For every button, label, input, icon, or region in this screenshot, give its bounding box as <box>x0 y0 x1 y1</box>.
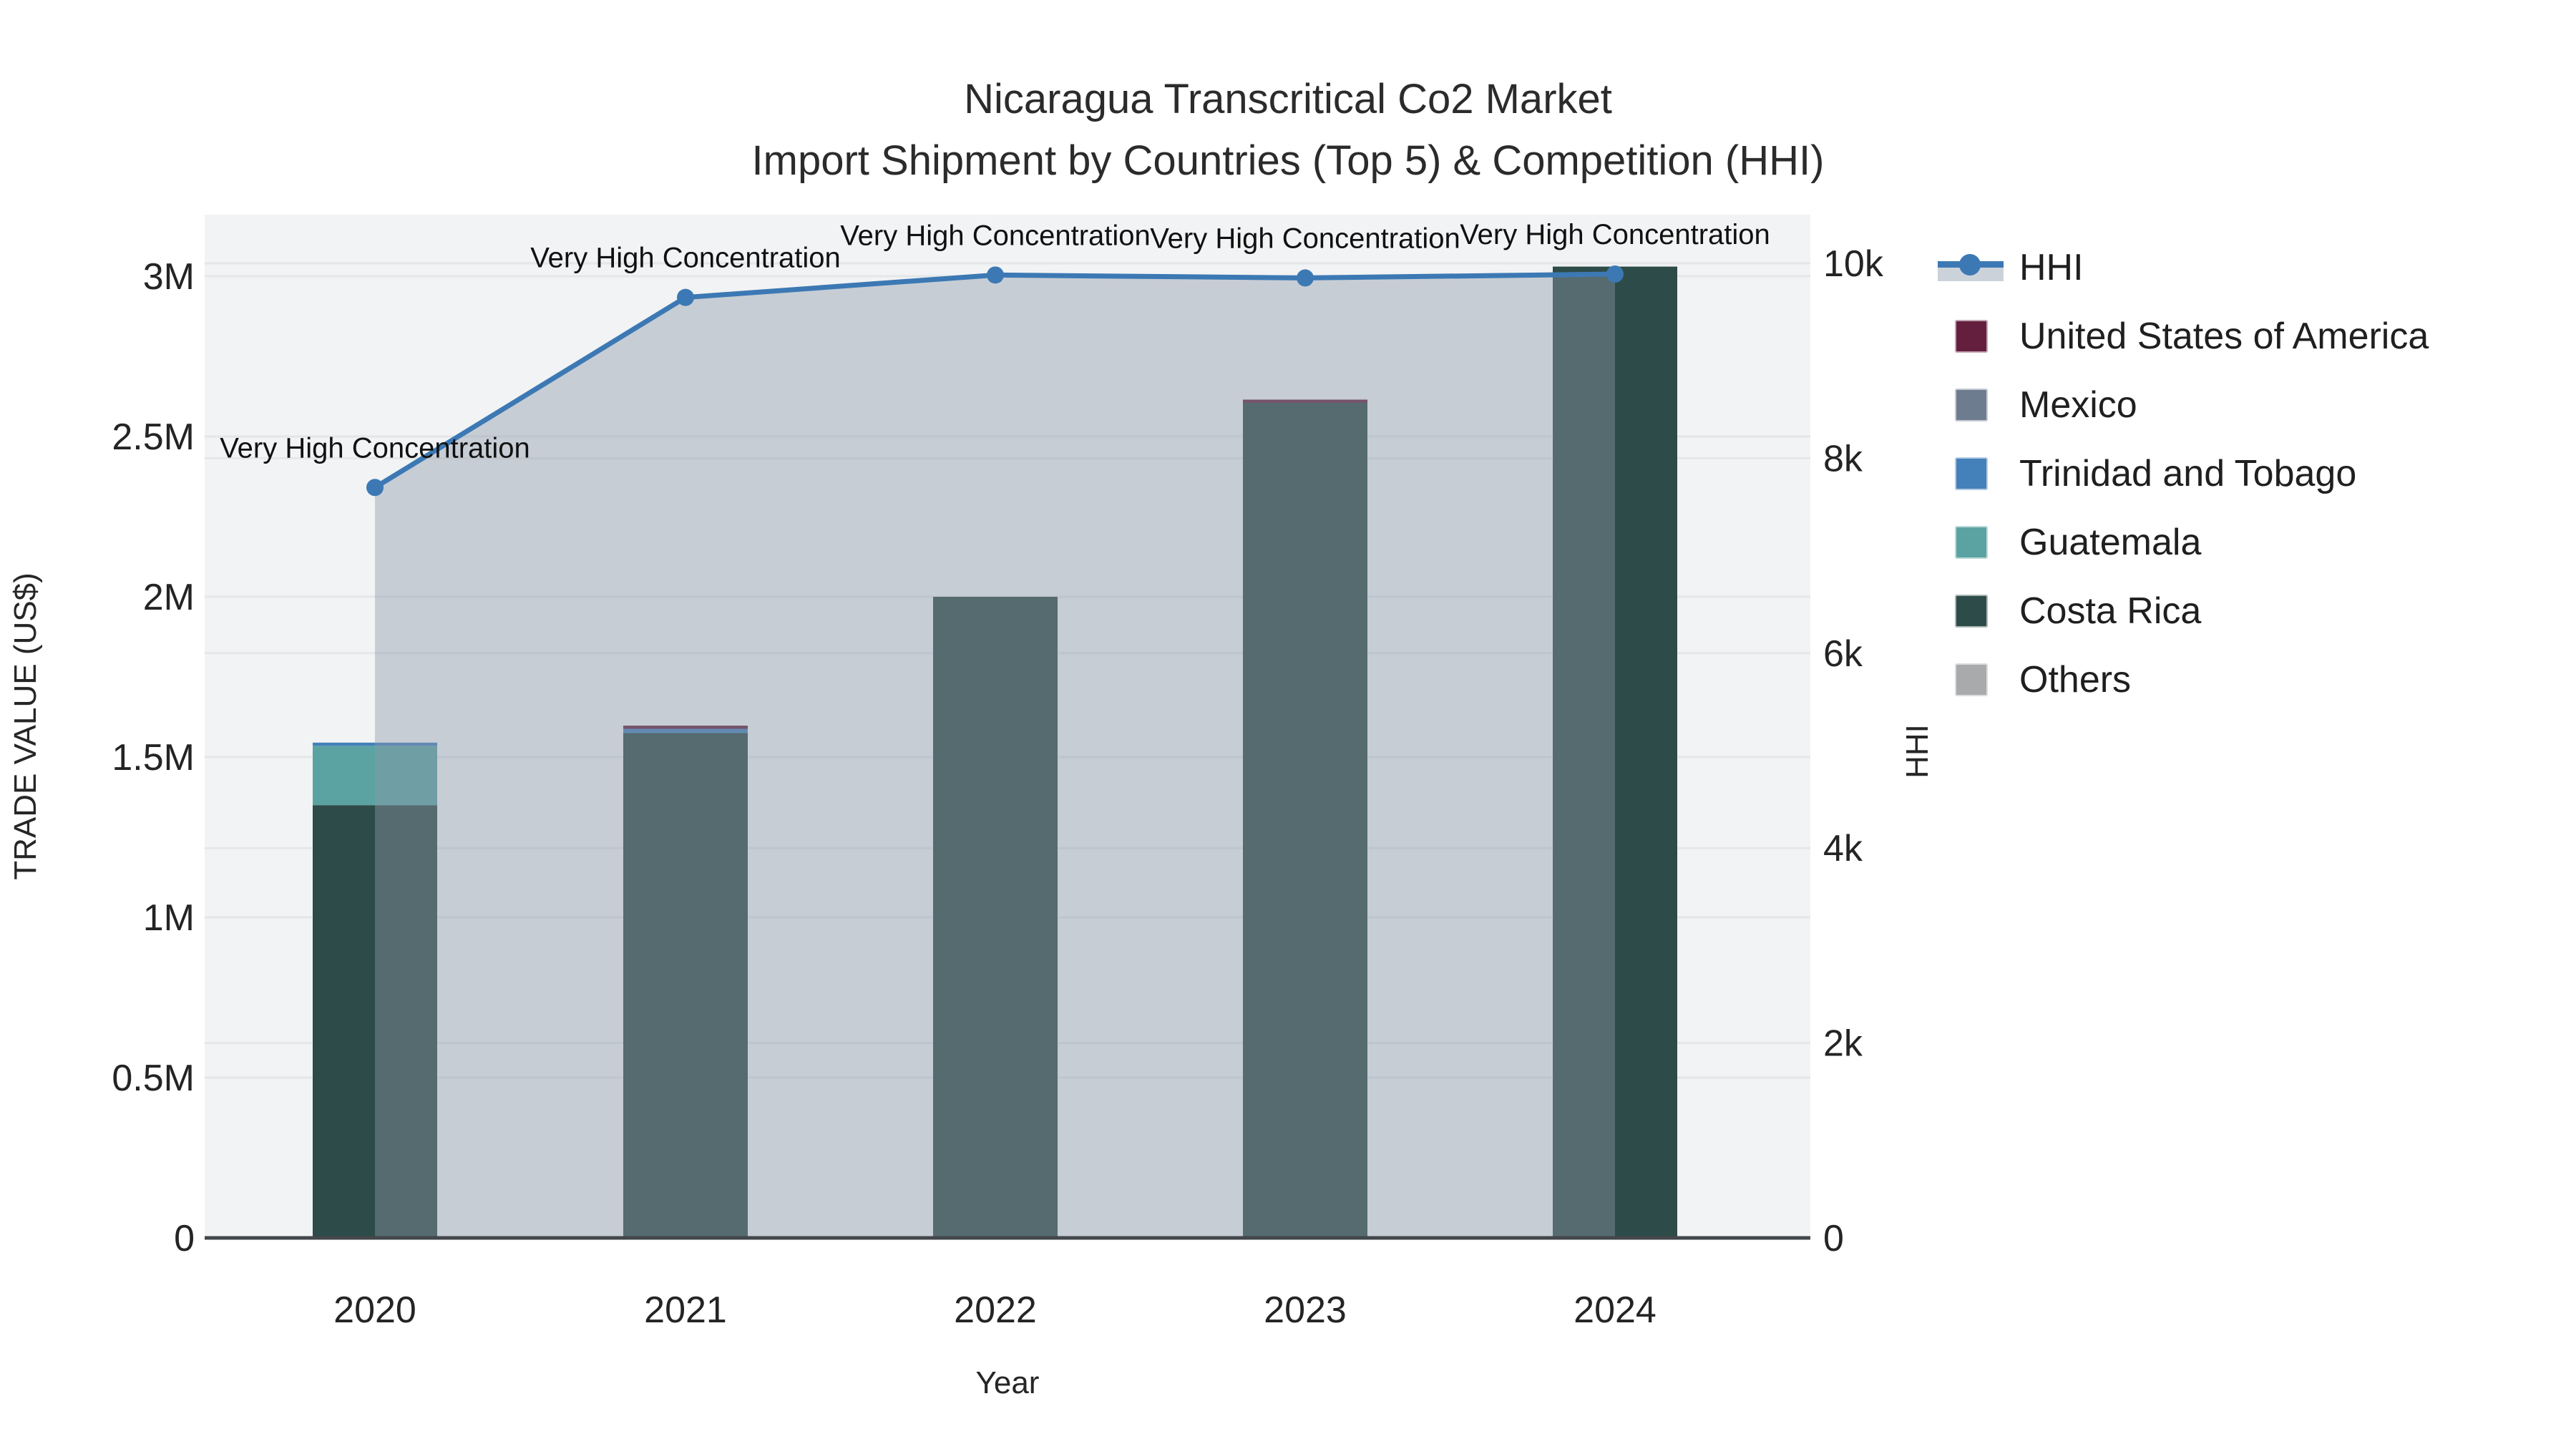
y-right-tick-label: 2k <box>1823 1023 1863 1065</box>
bar-segment-costa-rica-2020[interactable] <box>313 805 437 1238</box>
hhi-marker-2022[interactable] <box>987 266 1004 284</box>
x-axis-title: Year <box>975 1365 1040 1400</box>
hhi-marker-2024[interactable] <box>1606 265 1624 283</box>
legend-swatch <box>1955 595 1988 628</box>
y-left-tick-label: 3M <box>143 256 195 298</box>
y-right-tick-label: 10k <box>1823 243 1884 285</box>
y-left-tick-label: 1M <box>143 897 195 939</box>
x-tick-label-2020: 2020 <box>333 1289 416 1331</box>
legend-label: Trinidad and Tobago <box>2019 453 2357 494</box>
chart-title-line1: Nicaragua Transcritical Co2 Market <box>964 76 1612 122</box>
legend-item-mexico[interactable]: Mexico <box>1932 371 2137 439</box>
hhi-marker-2021[interactable] <box>677 288 694 306</box>
bar-segment-costa-rica-2022[interactable] <box>933 597 1058 1238</box>
y-right-tick-label: 6k <box>1823 633 1863 675</box>
y-left-tick-label: 0.5M <box>112 1058 195 1099</box>
hhi-marker-2023[interactable] <box>1297 269 1314 287</box>
legend-item-trinidad-and-tobago[interactable]: Trinidad and Tobago <box>1932 439 2356 508</box>
hhi-area-fill <box>375 273 1615 1239</box>
x-tick-label-2022: 2022 <box>954 1289 1037 1331</box>
legend-swatch <box>1955 320 1988 353</box>
legend-label: Mexico <box>2019 384 2137 426</box>
legend-item-hhi[interactable]: HHI <box>1932 233 2084 302</box>
bar-segment-costa-rica-2024[interactable] <box>1553 266 1677 1238</box>
legend-swatch <box>1955 389 1988 421</box>
legend-label: Guatemala <box>2019 522 2202 563</box>
bar-segment-trinidad-and-tobago-2021[interactable] <box>623 728 748 733</box>
legend-item-costa-rica[interactable]: Costa Rica <box>1932 577 2201 645</box>
y-axis-title-left: TRADE VALUE (US$) <box>8 572 43 880</box>
y-left-tick-label: 1.5M <box>112 737 195 779</box>
annotation-2023: Very High Concentration <box>1150 223 1460 254</box>
chart-title-line2: Import Shipment by Countries (Top 5) & C… <box>751 137 1825 184</box>
legend-item-guatemala[interactable]: Guatemala <box>1932 508 2201 577</box>
legend-swatch <box>1955 457 1988 490</box>
y-left-tick-label: 0 <box>174 1218 195 1259</box>
legend-line-symbol <box>1938 251 2004 284</box>
annotation-2021: Very High Concentration <box>530 243 841 274</box>
bar-segment-costa-rica-2021[interactable] <box>623 733 748 1238</box>
y-right-tick-label: 4k <box>1823 828 1863 869</box>
legend-item-others[interactable]: Others <box>1932 645 2131 714</box>
y-right-tick-label: 0 <box>1823 1218 1844 1259</box>
y-axis-title-right: HHI <box>1900 724 1935 779</box>
y-left-tick-label: 2M <box>143 577 195 618</box>
x-tick-label-2021: 2021 <box>644 1289 727 1331</box>
x-tick-label-2024: 2024 <box>1574 1289 1657 1331</box>
y-right-tick-label: 8k <box>1823 438 1863 479</box>
annotation-2020: Very High Concentration <box>220 432 530 464</box>
y-left-tick-label: 2.5M <box>112 416 195 458</box>
bar-segment-united-states-of-america-2021[interactable] <box>623 726 748 729</box>
annotation-2024: Very High Concentration <box>1460 219 1770 250</box>
bar-segment-united-states-of-america-2023[interactable] <box>1243 399 1367 403</box>
legend-swatch <box>1955 663 1988 696</box>
legend-swatch <box>1955 526 1988 559</box>
hhi-marker-2020[interactable] <box>366 479 384 497</box>
bar-segment-costa-rica-2023[interactable] <box>1243 402 1367 1239</box>
legend-label: Costa Rica <box>2019 590 2202 632</box>
annotation-2022: Very High Concentration <box>840 220 1151 251</box>
x-tick-label-2023: 2023 <box>1264 1289 1347 1331</box>
legend-label: United States of America <box>2019 316 2429 357</box>
legend-item-united-states-of-america[interactable]: United States of America <box>1932 302 2429 371</box>
legend-line-marker <box>1959 254 1981 275</box>
chart-title: Nicaragua Transcritical Co2 Market Impor… <box>0 69 2576 192</box>
bar-segment-trinidad-and-tobago-2020[interactable] <box>313 742 437 746</box>
legend-label: HHI <box>2019 247 2084 288</box>
legend-label: Others <box>2019 659 2132 701</box>
bar-segment-guatemala-2020[interactable] <box>313 746 437 806</box>
